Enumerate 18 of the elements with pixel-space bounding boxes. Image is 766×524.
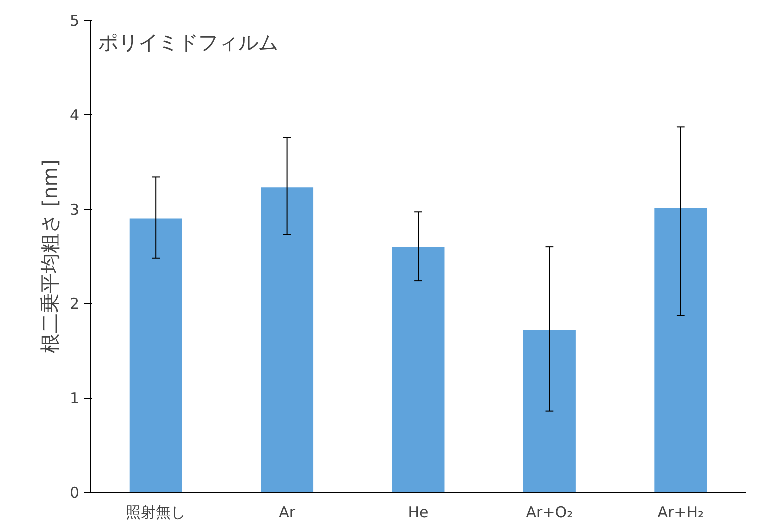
y-tick-label: 0: [70, 484, 80, 502]
bar: [654, 208, 708, 492]
bar: [523, 330, 576, 492]
y-tick-label: 1: [70, 390, 80, 408]
x-tick-label: Ar: [279, 504, 296, 522]
x-tick-label: 照射無し: [126, 504, 186, 522]
y-axis-title: 根二乗平均粗さ [nm]: [38, 159, 62, 354]
text: ポリイミドフィルム: [98, 30, 278, 54]
x-tick-label: He: [408, 504, 429, 522]
bar: [261, 188, 314, 492]
y-tick-label: 2: [70, 295, 80, 314]
y-tick-label: 4: [70, 106, 80, 124]
x-tick-label: Ar+O₂: [526, 504, 574, 522]
bar: [130, 218, 182, 492]
x-tick-label: Ar+H₂: [658, 504, 704, 522]
y-tick-label: 3: [70, 200, 80, 219]
y-tick-label: 5: [70, 12, 80, 30]
bar: [392, 247, 445, 492]
